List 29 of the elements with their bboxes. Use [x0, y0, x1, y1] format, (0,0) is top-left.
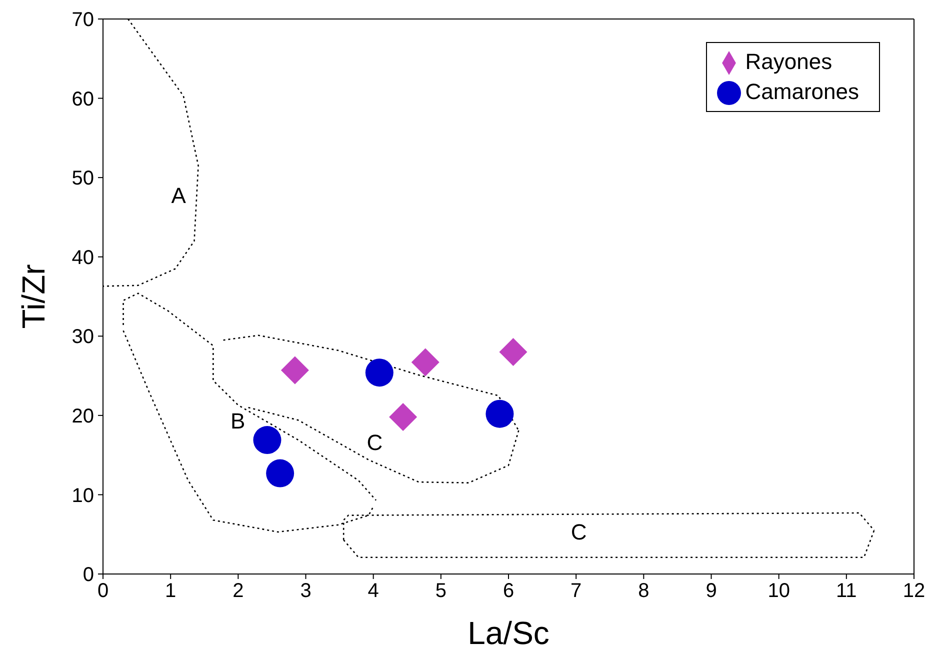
y-tick-label: 10: [72, 484, 94, 507]
y-tick-label: 60: [72, 88, 94, 110]
legend-label: Rayones: [745, 49, 832, 74]
x-tick-label: 10: [768, 580, 790, 602]
y-tick-label: 40: [72, 246, 94, 269]
x-tick-label: 5: [435, 580, 446, 602]
y-tick-label: 20: [72, 406, 94, 428]
y-tick-label: 50: [72, 168, 94, 190]
y-tick-label: 70: [72, 9, 94, 32]
series-label: A: [171, 183, 186, 208]
x-tick-label: 6: [502, 580, 514, 602]
y-axis-title: Ti/Zr: [15, 264, 52, 329]
x-tick-label: 7: [570, 580, 582, 602]
y-tick-label: 0: [82, 564, 94, 586]
legend-label: Camarones: [745, 79, 859, 104]
x-tick-label: 3: [300, 580, 312, 602]
series-label: B: [230, 408, 246, 434]
series-label: C: [570, 520, 587, 545]
x-axis-title: La/Sc: [468, 615, 550, 651]
x-tick-label: 1: [165, 580, 176, 602]
x-tick-label: 8: [638, 580, 650, 602]
y-tick-label: 30: [72, 326, 94, 348]
x-tick-label: 11: [836, 580, 857, 602]
series-label: C: [366, 430, 383, 456]
x-tick-label: 2: [232, 580, 244, 602]
x-tick-label: 4: [368, 580, 379, 602]
x-tick-label: 12: [902, 580, 926, 602]
x-tick-label: 0: [97, 580, 109, 602]
x-tick-label: 9: [706, 580, 717, 602]
